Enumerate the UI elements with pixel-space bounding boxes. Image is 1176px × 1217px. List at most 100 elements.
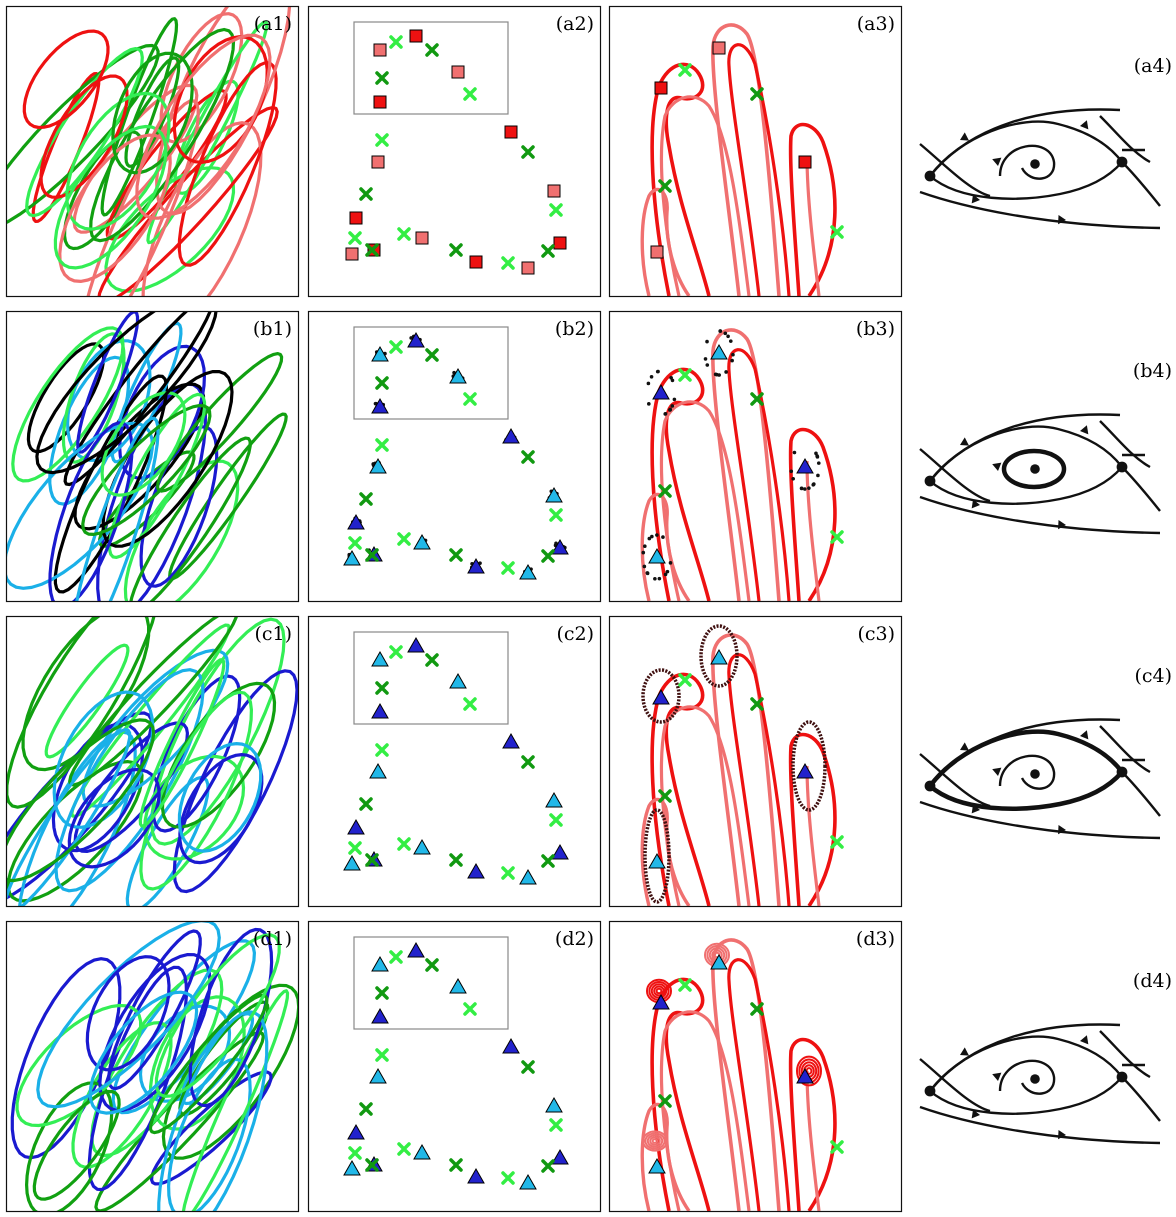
trajectory-loop — [177, 61, 278, 267]
arrowhead-icon — [1080, 425, 1089, 435]
inset-rectangle — [353, 936, 509, 1030]
trajectory-loop — [98, 953, 212, 1112]
dot — [554, 541, 558, 546]
trajectory-loop — [177, 742, 263, 853]
figure-row-a: (a1) (a2) (a3) (a4) — [5, 5, 1172, 298]
cross-marker — [365, 243, 379, 257]
dot — [789, 469, 794, 474]
cross-marker — [501, 866, 515, 880]
trajectory-loop — [15, 1003, 143, 1128]
square-marker — [547, 184, 561, 198]
square-marker — [654, 81, 668, 95]
triangle-marker — [371, 702, 389, 719]
cross-marker — [501, 256, 515, 270]
triangle-marker — [551, 538, 569, 555]
triangle-marker — [796, 457, 814, 474]
node-icon — [1030, 1074, 1040, 1084]
square-marker — [798, 155, 812, 169]
dot — [713, 372, 718, 377]
panel-frame — [307, 5, 602, 298]
panel-label: (c3) — [857, 623, 895, 645]
dot — [728, 339, 733, 343]
separatrix — [929, 120, 1123, 177]
trajectory-loop — [150, 617, 286, 846]
dot — [663, 412, 668, 416]
panel-frame — [5, 5, 300, 298]
limit-cycle — [1001, 448, 1067, 490]
dot — [717, 373, 721, 377]
arrowhead-icon — [992, 767, 1002, 776]
triangle-marker — [551, 1148, 569, 1165]
cross-marker — [375, 986, 389, 1000]
cross-marker — [521, 450, 535, 464]
cross-marker — [463, 87, 477, 101]
triangle-marker — [371, 955, 389, 972]
spiral-trajectory — [998, 144, 1056, 180]
square-marker — [373, 43, 387, 57]
cross-marker — [541, 1159, 555, 1173]
panel-d1: (d1) — [5, 920, 300, 1213]
manifold-curve — [659, 1010, 751, 1211]
arrowhead-icon — [1080, 120, 1089, 130]
saddle-icon — [924, 780, 936, 792]
triangle-marker — [796, 762, 814, 779]
manifold-curve — [650, 672, 711, 906]
cross-marker — [541, 854, 555, 868]
panel-b2: (b2) — [307, 310, 602, 603]
panel-a4: (a4) — [919, 55, 1172, 230]
inset-rectangle — [353, 326, 509, 420]
node-icon — [1030, 769, 1040, 779]
triangle-marker — [449, 367, 467, 384]
cross-marker — [375, 681, 389, 695]
spiral-trajectory — [998, 1059, 1056, 1095]
triangle-marker — [343, 1159, 361, 1176]
cross-marker — [375, 133, 389, 147]
trajectory-loop — [71, 1021, 173, 1169]
triangle-marker — [347, 818, 365, 835]
triangle-marker — [449, 977, 467, 994]
square-marker — [504, 125, 518, 139]
spiral-orbit — [642, 1130, 668, 1152]
triangle-marker — [519, 1173, 537, 1190]
triangle-marker — [710, 648, 728, 665]
panel-d2: (d2) — [307, 920, 602, 1213]
dot — [672, 397, 677, 402]
figure-row-c: (c1) (c2) (c3) (c4) — [5, 615, 1172, 908]
arrowhead-icon — [971, 804, 980, 814]
panel-label: (d3) — [856, 928, 895, 950]
flow-line — [919, 495, 1161, 535]
triangle-marker — [648, 1157, 666, 1174]
cross-marker — [359, 797, 373, 811]
dot — [663, 572, 668, 577]
panel-frame — [5, 920, 300, 1213]
dot — [811, 482, 816, 487]
trajectory-loop — [32, 1089, 121, 1201]
panel-label: (b2) — [555, 318, 594, 340]
triangle-marker — [347, 1123, 365, 1140]
dot — [703, 357, 708, 361]
triangle-marker — [407, 941, 425, 958]
cross-marker — [501, 1171, 515, 1185]
cross-marker — [449, 548, 463, 562]
cross-marker — [658, 484, 672, 498]
arrowhead-icon — [1058, 1129, 1066, 1140]
panel-b1: (b1) — [5, 310, 300, 603]
saddle-icon — [1116, 156, 1128, 168]
separatrix — [929, 425, 1123, 482]
manifold-curve — [711, 328, 781, 601]
manifold-curve — [727, 43, 791, 296]
dot — [731, 352, 735, 357]
panel-label: (d4) — [1133, 970, 1172, 992]
dot — [791, 476, 795, 481]
cross-marker — [750, 392, 764, 406]
dot — [649, 374, 654, 379]
arrowhead-icon — [960, 437, 969, 446]
panel-label: (b4) — [1133, 360, 1172, 382]
cross-marker — [397, 532, 411, 546]
manifold-curve — [805, 765, 821, 906]
manifold-curve — [711, 938, 781, 1211]
trajectory-loop — [88, 990, 199, 1115]
spiral-orbit — [651, 1138, 659, 1144]
manifold-curve — [805, 460, 821, 601]
trajectory-loop — [11, 326, 125, 483]
